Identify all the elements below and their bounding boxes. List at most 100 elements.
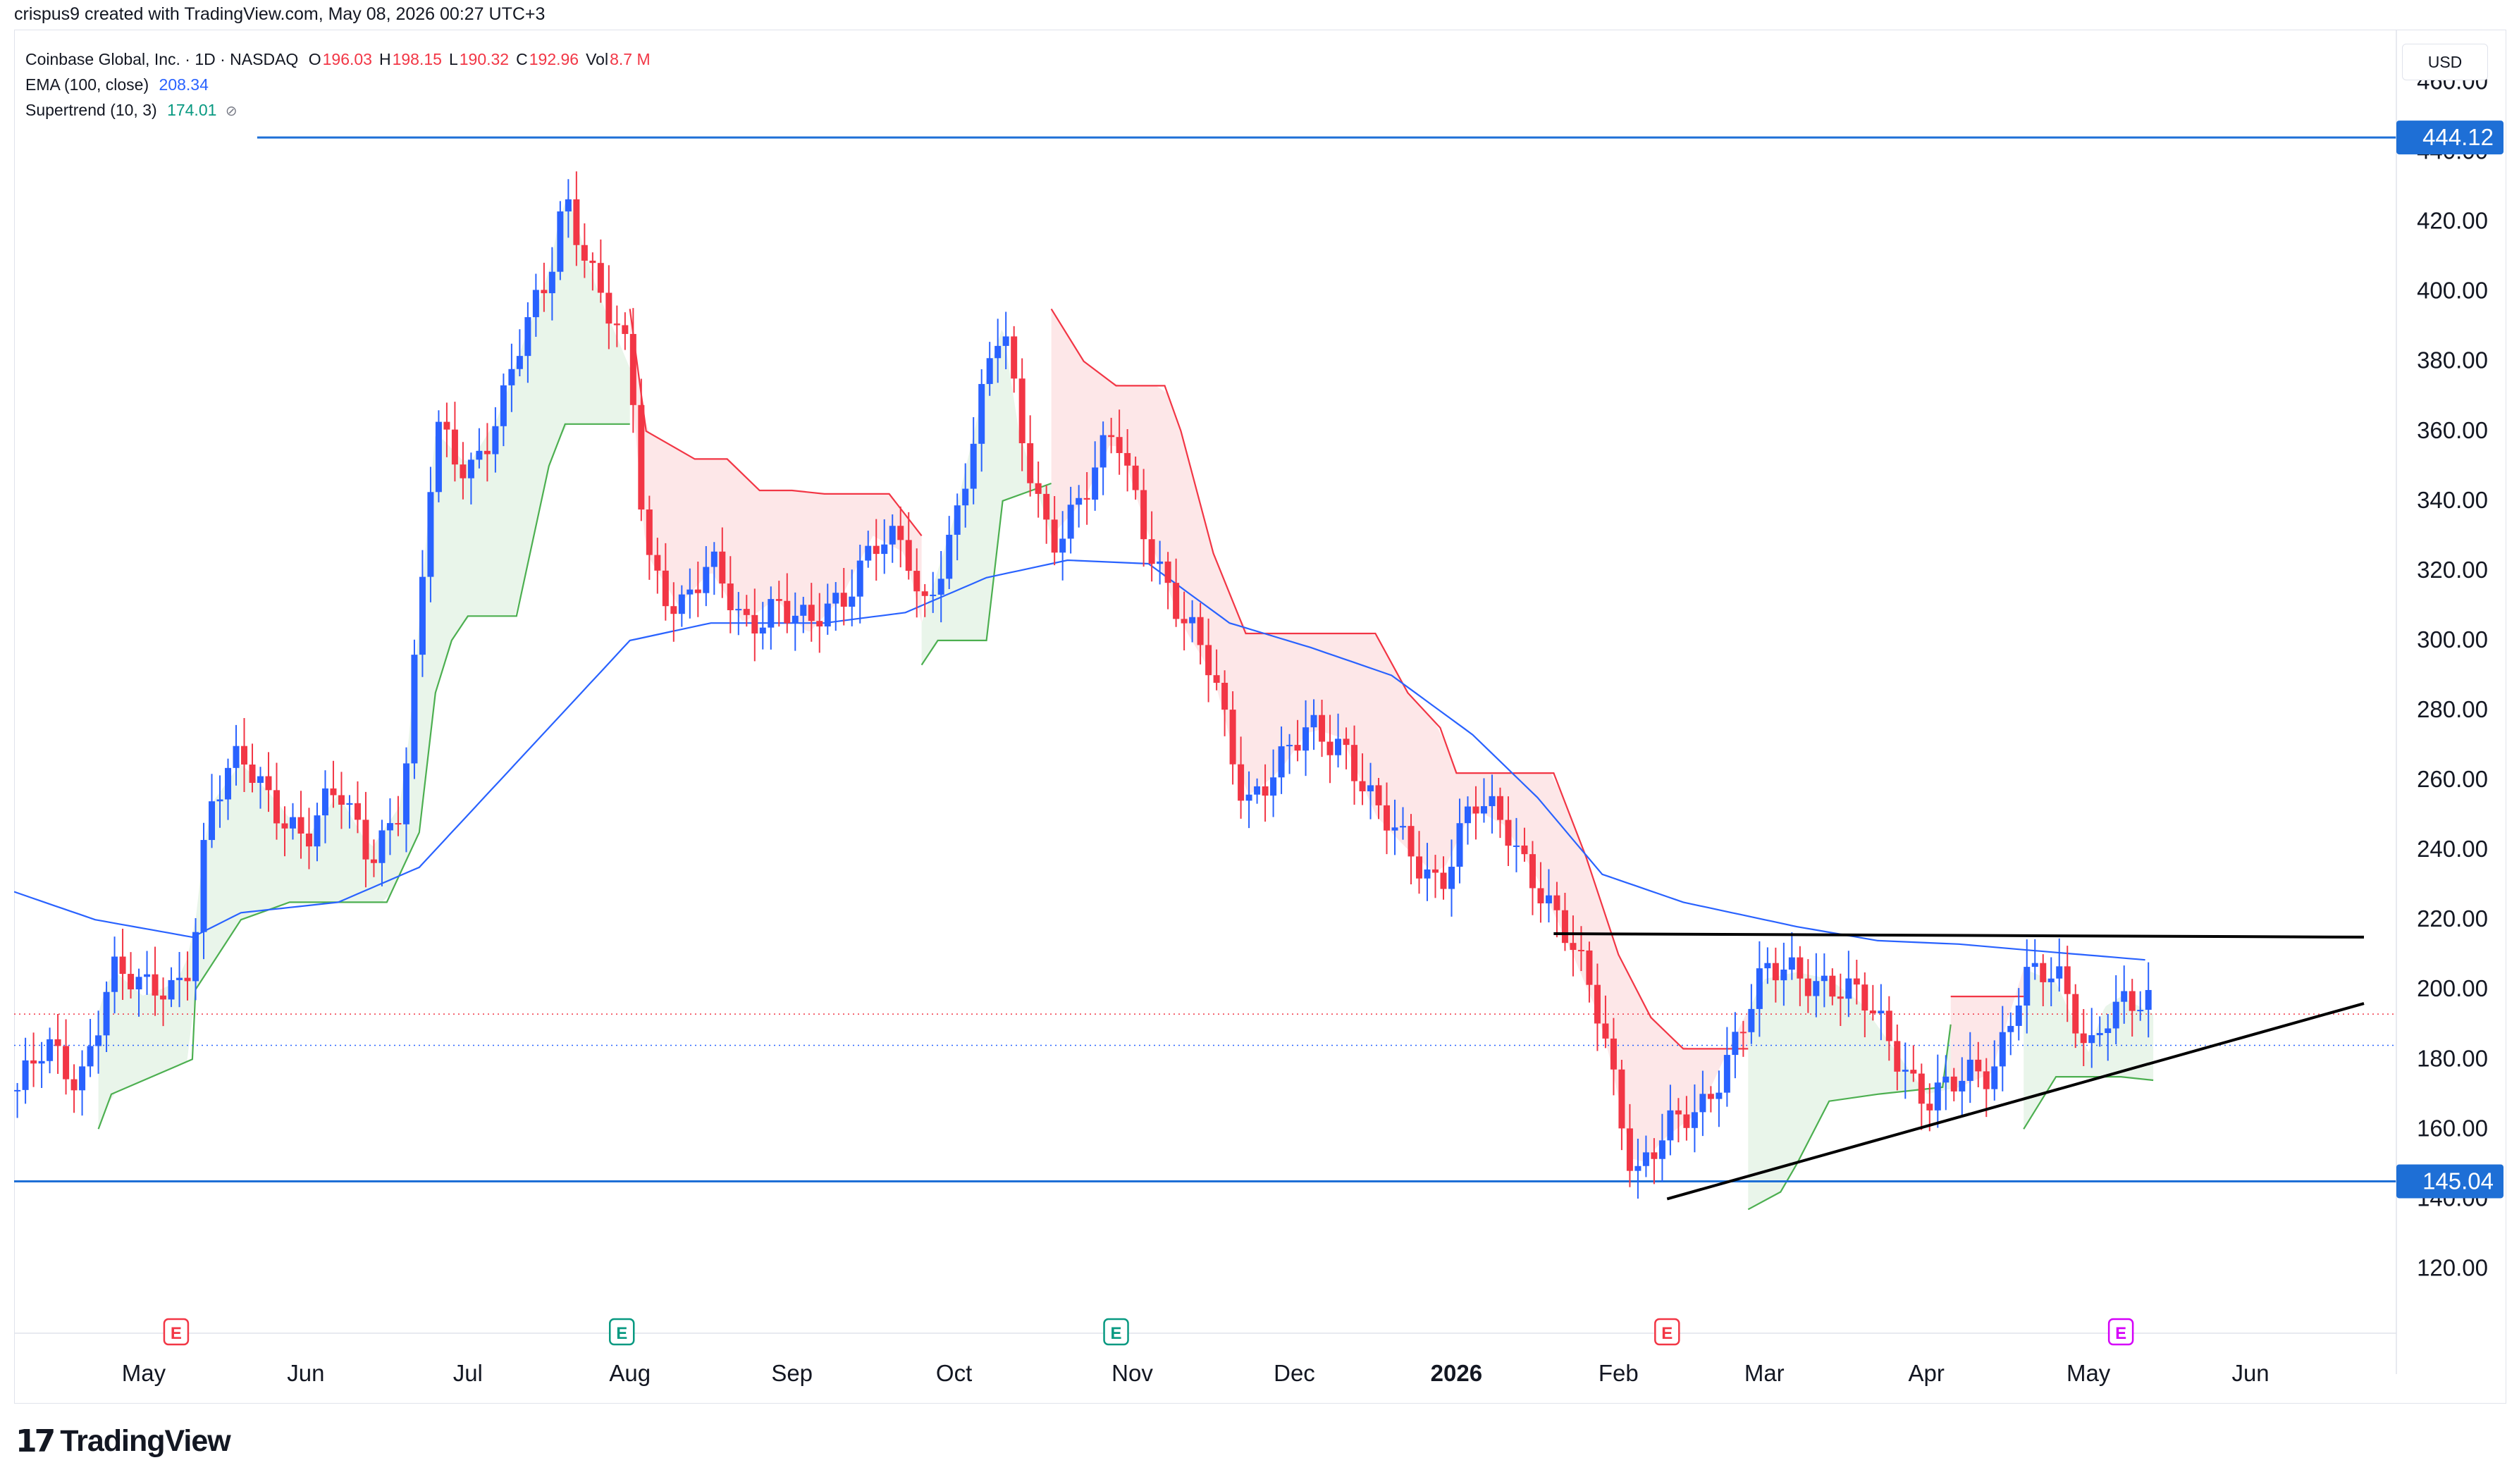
candle-body	[557, 211, 564, 272]
candle-body	[1302, 727, 1310, 751]
supertrend-line-1	[629, 309, 923, 536]
candle-body	[1197, 617, 1204, 645]
candle-body	[95, 1035, 102, 1046]
candle-body	[273, 790, 280, 824]
candle-body	[1837, 996, 1844, 999]
time-tick-label: Apr	[1909, 1360, 1945, 1386]
candle-body	[1100, 435, 1107, 468]
tradingview-wordmark: TradingView	[60, 1424, 230, 1458]
time-tick-label: Sep	[771, 1360, 813, 1386]
supertrend-fill-6	[2024, 968, 2154, 1130]
tradingview-logo[interactable]: 17 TradingView	[16, 1423, 231, 1459]
candle-body	[670, 606, 677, 614]
level-label-box-0	[2396, 120, 2503, 155]
candle-body	[1764, 963, 1771, 969]
candle-body	[1319, 715, 1326, 742]
candle-body	[38, 1061, 45, 1064]
earnings-letter: E	[1661, 1324, 1673, 1343]
chart-pane[interactable]	[14, 30, 2506, 1404]
candle-body	[1375, 785, 1382, 805]
level-label-1: 145.04	[2422, 1168, 2494, 1194]
supertrend-fill-5	[1950, 968, 2024, 1089]
candle-body	[954, 505, 961, 535]
price-tick-label: 340.00	[2417, 487, 2488, 513]
candle-body	[1926, 1103, 1933, 1111]
candle-body	[2024, 967, 2031, 1006]
hidden-eye-icon[interactable]: ⊘	[225, 104, 238, 119]
ohlc-value-l: 190.32	[459, 50, 510, 68]
ema-label: EMA (100, close)	[25, 75, 149, 94]
candle-body	[1739, 1032, 1747, 1034]
candle-body	[321, 788, 328, 816]
candle-body	[1051, 519, 1058, 553]
legend-ema-row[interactable]: EMA (100, close) 208.34	[25, 72, 658, 97]
candle-body	[209, 801, 216, 841]
candle-body	[443, 421, 450, 430]
candle-body	[1667, 1110, 1674, 1141]
candle-body	[970, 443, 977, 489]
candle-body	[1278, 746, 1285, 778]
candle-body	[200, 840, 207, 932]
earnings-icon	[1654, 1318, 1680, 1346]
candle-body	[1885, 1010, 1892, 1041]
ohlc-value-o: 196.03	[322, 50, 372, 68]
resistance-line	[1553, 932, 2365, 939]
chart-author-line: crispus9 created with TradingView.com, M…	[14, 4, 546, 24]
symbol-title[interactable]: Coinbase Global, Inc. · 1D · NASDAQ	[25, 50, 299, 68]
candle-body	[233, 746, 240, 768]
candle-body	[1675, 1110, 1682, 1115]
candle-body	[735, 609, 742, 611]
candle-body	[1707, 1094, 1714, 1099]
candle-body	[1570, 943, 1577, 951]
candle-body	[986, 358, 993, 384]
earnings-icon	[163, 1318, 190, 1346]
candle-body	[2015, 1006, 2022, 1026]
candle-body	[1416, 856, 1423, 879]
candle-body	[1181, 619, 1188, 624]
candle-body	[1164, 561, 1171, 583]
candle-body	[1788, 957, 1795, 970]
candle-body	[1424, 869, 1431, 879]
candle-body	[1561, 910, 1568, 944]
candle-body	[1043, 493, 1050, 520]
supertrend-fill-3	[1051, 309, 1749, 1162]
candle-body	[2096, 1032, 2103, 1036]
candle-body	[629, 333, 636, 405]
candle-body	[597, 263, 604, 293]
candle-body	[460, 464, 467, 478]
supertrend-value: 174.01	[167, 101, 217, 119]
earnings-letter: E	[171, 1324, 182, 1343]
candle-body	[1594, 984, 1601, 1024]
candle-body	[1343, 738, 1350, 746]
candle-body	[2129, 991, 2136, 1011]
candle-body	[2088, 1035, 2095, 1044]
candle-body	[184, 977, 191, 982]
candle-body	[216, 799, 223, 802]
price-tick-label: 380.00	[2417, 347, 2488, 373]
supertrend-line-3	[1050, 308, 1749, 1050]
candle-body	[808, 605, 815, 622]
candle-body	[435, 421, 442, 493]
price-tick-label: 120.00	[2417, 1254, 2488, 1280]
legend-symbol-row[interactable]: Coinbase Global, Inc. · 1D · NASDAQ O196…	[25, 47, 658, 72]
candle-body	[70, 1079, 78, 1091]
candle-body	[1813, 981, 1820, 996]
candle-body	[1651, 1152, 1658, 1159]
candle-body	[1626, 1128, 1633, 1171]
time-tick-label: Jul	[453, 1360, 483, 1386]
candle-body	[1716, 1092, 1723, 1099]
candle-body	[152, 974, 159, 996]
candle-body	[1959, 1080, 1966, 1092]
candle-body	[1116, 437, 1123, 453]
candle-body	[1448, 867, 1455, 889]
currency-button[interactable]: USD	[2402, 44, 2488, 80]
candle-body	[937, 579, 944, 595]
candle-body	[1205, 645, 1212, 676]
candle-body	[2064, 966, 2071, 994]
candle-body	[1002, 336, 1009, 346]
legend-supertrend-row[interactable]: Supertrend (10, 3) 174.01 ⊘	[25, 97, 658, 124]
candle-body	[79, 1066, 86, 1091]
candle-body	[686, 589, 694, 595]
candle-body	[1489, 796, 1496, 807]
